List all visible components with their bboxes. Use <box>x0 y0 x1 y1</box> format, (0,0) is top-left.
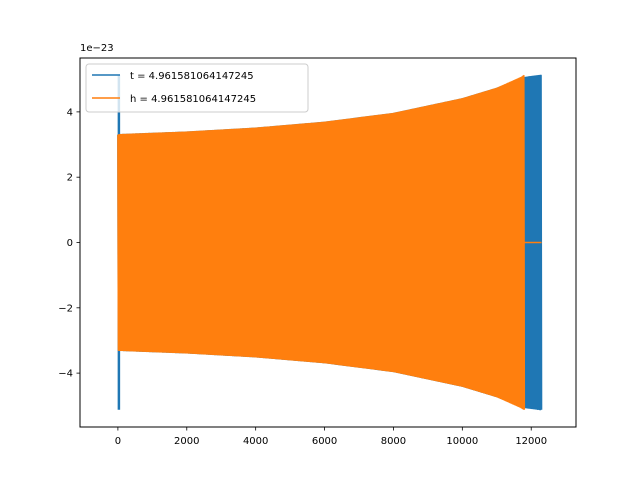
y-axis: −4 −2 0 2 4 <box>58 107 80 380</box>
series-line-1 <box>117 74 526 410</box>
x-axis: 0 2000 4000 6000 8000 10000 12000 <box>115 427 547 447</box>
legend-label-h: h = 4.961581064147245 <box>130 94 256 105</box>
x-tick-label: 6000 <box>312 436 337 447</box>
y-tick-label: 4 <box>67 107 73 118</box>
y-tick-label: 2 <box>67 173 73 184</box>
plot-area <box>117 74 543 411</box>
x-tick-label: 12000 <box>515 436 547 447</box>
x-tick-label: 8000 <box>381 436 406 447</box>
y-tick-label: −4 <box>58 369 73 380</box>
x-tick-label: 0 <box>115 436 121 447</box>
x-tick-label: 10000 <box>446 436 478 447</box>
y-tick-label: 0 <box>67 238 73 249</box>
x-tick-label: 4000 <box>243 436 268 447</box>
legend-box <box>85 63 309 113</box>
legend-label-t: t = 4.961581064147245 <box>130 71 254 82</box>
y-tick-label: −2 <box>58 303 73 314</box>
y-offset-label: 1e−23 <box>80 43 114 54</box>
series-1 <box>117 74 542 410</box>
x-tick-label: 2000 <box>174 436 199 447</box>
legend: t = 4.961581064147245 h = 4.961581064147… <box>85 63 309 113</box>
